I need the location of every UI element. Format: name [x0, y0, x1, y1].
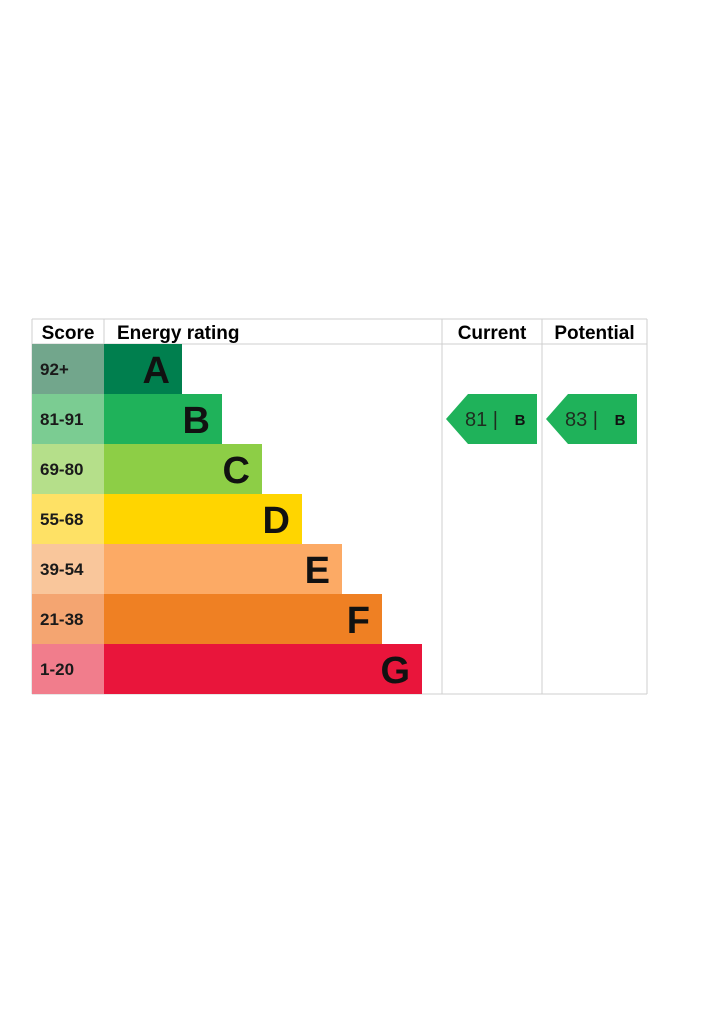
potential-rating-arrow — [546, 394, 637, 444]
band-bar — [104, 444, 262, 494]
band-score-cell — [32, 444, 104, 494]
band-d: 55-68 D — [32, 494, 302, 544]
band-e: 39-54 E — [32, 544, 342, 594]
current-rating: 81 | B — [446, 394, 537, 444]
current-rating-value: 81 | — [465, 409, 498, 431]
band-bar — [104, 494, 302, 544]
header-score: Score — [42, 323, 95, 344]
rating-indicators: 81 | B 83 | B — [446, 394, 637, 444]
band-b: 81-91 B — [32, 394, 222, 444]
band-score-cell — [32, 594, 104, 644]
band-letter: F — [347, 600, 370, 642]
band-bar — [104, 344, 182, 394]
band-letter: E — [305, 550, 330, 592]
band-bar — [104, 594, 382, 644]
band-letter: C — [223, 450, 250, 492]
header-energy-rating: Energy rating — [117, 323, 239, 344]
band-score-cell — [32, 494, 104, 544]
band-score-cell — [32, 344, 104, 394]
band-score-cell — [32, 644, 104, 694]
header-potential: Potential — [554, 323, 634, 344]
band-bar — [104, 644, 422, 694]
band-bar — [104, 394, 222, 444]
band-score-cell — [32, 394, 104, 444]
potential-rating-value: 83 | — [565, 409, 598, 431]
band-score-label: 55-68 — [40, 510, 83, 529]
potential-rating: 83 | B — [546, 394, 637, 444]
band-c: 69-80 C — [32, 444, 262, 494]
band-bar — [104, 544, 342, 594]
header-current: Current — [458, 323, 527, 344]
band-score-label: 39-54 — [40, 560, 84, 579]
current-rating-band-letter: B — [515, 412, 526, 429]
band-letter: D — [263, 500, 290, 542]
band-letter: B — [183, 400, 210, 442]
current-rating-arrow — [446, 394, 537, 444]
band-f: 21-38 F — [32, 594, 382, 644]
rating-bands: 92+ A 81-91 B 69-80 C 55-68 D 39-54 E 21-38 F 1-20 G — [32, 344, 422, 694]
band-score-label: 1-20 — [40, 660, 74, 679]
potential-rating-band-letter: B — [615, 412, 626, 429]
band-a: 92+ A — [32, 344, 182, 394]
band-score-label: 81-91 — [40, 410, 83, 429]
band-letter: G — [380, 650, 410, 692]
band-g: 1-20 G — [32, 644, 422, 694]
band-score-label: 92+ — [40, 360, 69, 379]
band-letter: A — [143, 350, 170, 392]
band-score-label: 69-80 — [40, 460, 83, 479]
band-score-cell — [32, 544, 104, 594]
band-score-label: 21-38 — [40, 610, 83, 629]
